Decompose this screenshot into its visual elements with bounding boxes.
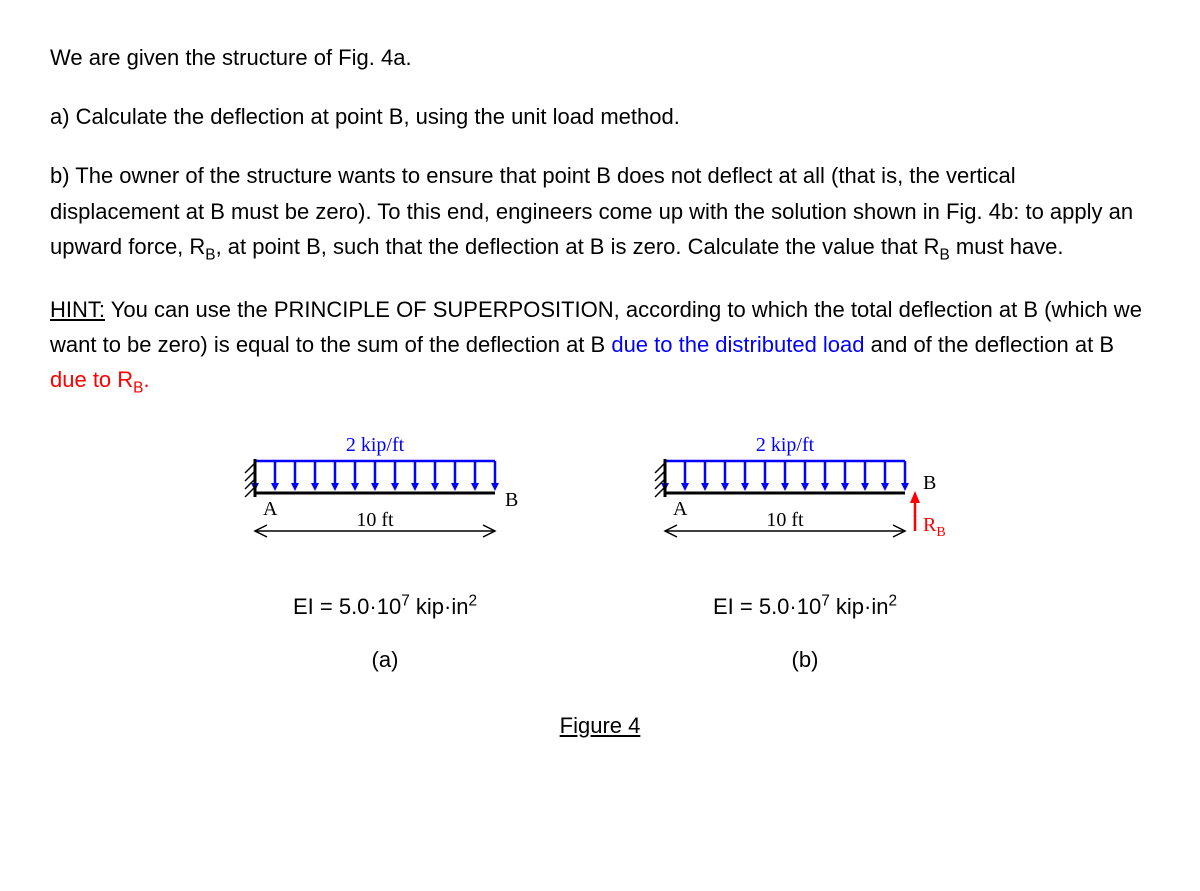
hint-mid: and of the deflection at B [865, 332, 1115, 357]
paragraph-3: b) The owner of the structure wants to e… [50, 158, 1150, 267]
rb-label: RB [923, 514, 946, 540]
hint-red-a: due to R [50, 367, 133, 392]
sub-b-2: B [940, 246, 950, 263]
ei-a: EI = 5.0·107 kip·in2 [293, 589, 477, 624]
figure-a: 2 kip/ft A B 10 ft [235, 431, 535, 677]
figure-row: 2 kip/ft A B 10 ft [50, 431, 1150, 677]
sub-b-1: B [205, 246, 215, 263]
figure-b-svg: 2 kip/ft A B RB [645, 431, 965, 581]
paragraph-hint: HINT: You can use the PRINCIPLE OF SUPER… [50, 292, 1150, 401]
hint-blue: due to the distributed load [611, 332, 864, 357]
figure-a-svg: 2 kip/ft A B 10 ft [235, 431, 535, 581]
span-label-a: 10 ft [356, 509, 394, 531]
load-label-a: 2 kip/ft [346, 434, 405, 456]
p3b-text: , at point B, such that the deflection a… [216, 234, 940, 259]
point-b-label-b: B [923, 472, 936, 494]
paragraph-1: We are given the structure of Fig. 4a. [50, 40, 1150, 75]
rb-arrow [910, 491, 920, 531]
p1-text: We are given the structure of Fig. 4a. [50, 45, 412, 70]
p3c-text: must have. [950, 234, 1064, 259]
load-arrows-a [251, 461, 499, 491]
point-b-label-a: B [505, 489, 518, 511]
point-a-label-a: A [263, 498, 278, 520]
hint-red-sub: B [133, 380, 143, 397]
p2-text: a) Calculate the deflection at point B, … [50, 104, 680, 129]
span-label-b: 10 ft [766, 509, 804, 531]
load-arrows-b [661, 461, 909, 491]
load-label-b: 2 kip/ft [756, 434, 815, 456]
fig-b-label: (b) [792, 642, 819, 677]
figure-b: 2 kip/ft A B RB [645, 431, 965, 677]
figure-caption: Figure 4 [50, 708, 1150, 743]
hint-label: HINT: [50, 297, 105, 322]
fig-a-label: (a) [372, 642, 399, 677]
ei-b: EI = 5.0·107 kip·in2 [713, 589, 897, 624]
paragraph-2: a) Calculate the deflection at point B, … [50, 99, 1150, 134]
point-a-label-b: A [673, 498, 688, 520]
hint-red-b: . [143, 367, 149, 392]
